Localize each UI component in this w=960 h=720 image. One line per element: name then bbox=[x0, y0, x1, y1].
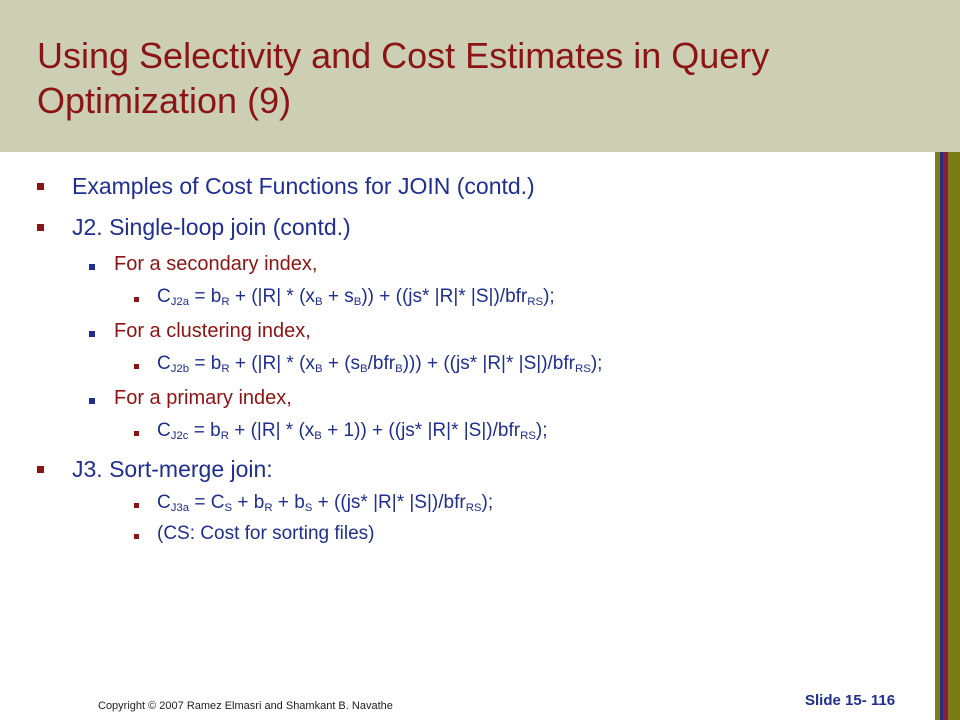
formula-text: ))) + ((js* |R|* |S|)/bfr bbox=[402, 353, 575, 374]
formula-text: ); bbox=[535, 420, 548, 441]
formula-text: = b bbox=[188, 420, 221, 441]
formula-subscript: RS bbox=[527, 295, 544, 308]
formula-text: + b bbox=[232, 492, 265, 513]
formula-cj2c: CJ2c = bR + (|R| * (xB + 1)) + ((js* |R|… bbox=[157, 420, 548, 442]
bullet-j3: J3. Sort-merge join: bbox=[72, 456, 273, 482]
formula-text: + (|R| * (x bbox=[228, 420, 315, 441]
side-stripe-olive-2 bbox=[948, 152, 960, 720]
formula-subscript: R bbox=[221, 362, 230, 375]
formula-subscript: S bbox=[224, 501, 233, 514]
formula-text: = C bbox=[189, 492, 225, 513]
formula-text: /bfr bbox=[367, 353, 396, 374]
formula-subscript: B bbox=[395, 362, 403, 375]
bullet-marker bbox=[134, 503, 139, 508]
formula-subscript: S bbox=[304, 501, 313, 514]
formula-text: + ((js* |R|* |S|)/bfr bbox=[312, 492, 466, 513]
formula-subscript: J2b bbox=[170, 362, 190, 375]
formula-subscript: B bbox=[314, 295, 323, 308]
formula-subscript: RS bbox=[520, 429, 536, 442]
formula-subscript: R bbox=[221, 295, 230, 308]
bullet-marker bbox=[37, 466, 44, 473]
bullet-marker bbox=[134, 534, 139, 539]
formula-text: C bbox=[157, 420, 171, 441]
formula-text: + (|R| * (x bbox=[229, 286, 315, 307]
bullet-secondary-index: For a secondary index, bbox=[114, 253, 318, 275]
title-banner: Using Selectivity and Cost Estimates in … bbox=[0, 0, 960, 152]
formula-subscript: R bbox=[220, 429, 229, 442]
formula-subscript: B bbox=[360, 362, 368, 375]
slide-title: Using Selectivity and Cost Estimates in … bbox=[37, 35, 770, 121]
formula-subscript: J2c bbox=[170, 429, 189, 442]
formula-cj3a: CJ3a = CS + bR + bS + ((js* |R|* |S|)/bf… bbox=[157, 492, 493, 514]
formula-text: = b bbox=[189, 353, 222, 374]
bullet-marker bbox=[134, 297, 139, 302]
bullet-marker bbox=[89, 398, 95, 404]
side-stripe-maroon bbox=[943, 152, 948, 720]
formula-text: ); bbox=[543, 286, 555, 307]
formula-text: C bbox=[157, 492, 171, 513]
formula-text: + 1)) + ((js* |R|* |S|)/bfr bbox=[321, 420, 521, 441]
formula-text: + (s bbox=[322, 353, 361, 374]
formula-text: C bbox=[157, 286, 171, 307]
bullet-marker bbox=[134, 431, 139, 436]
formula-text: = b bbox=[189, 286, 222, 307]
formula-subscript: J3a bbox=[170, 501, 190, 514]
side-stripe-olive-1 bbox=[935, 152, 940, 720]
formula-text: C bbox=[157, 353, 171, 374]
formula-text: + (|R| * (x bbox=[229, 353, 315, 374]
formula-text: + b bbox=[272, 492, 305, 513]
formula-subscript: B bbox=[353, 295, 362, 308]
bullet-examples: Examples of Cost Functions for JOIN (con… bbox=[72, 173, 535, 199]
formula-subscript: J2a bbox=[170, 295, 190, 308]
formula-subscript: R bbox=[264, 501, 273, 514]
formula-cj2b: CJ2b = bR + (|R| * (xB + (sB/bfrB))) + (… bbox=[157, 353, 602, 375]
bullet-marker bbox=[134, 364, 139, 369]
formula-text: ); bbox=[481, 492, 494, 513]
formula-subscript: B bbox=[314, 362, 323, 375]
formula-subscript: RS bbox=[574, 362, 591, 375]
copyright-footer: Copyright © 2007 Ramez Elmasri and Shamk… bbox=[98, 700, 393, 712]
formula-text: + s bbox=[322, 286, 354, 307]
side-stripe-navy bbox=[940, 152, 943, 720]
formula-cj2a: CJ2a = bR + (|R| * (xB + sB)) + ((js* |R… bbox=[157, 286, 555, 308]
bullet-marker bbox=[89, 264, 95, 270]
bullet-marker bbox=[37, 224, 44, 231]
formula-text: ); bbox=[590, 353, 603, 374]
bullet-marker bbox=[89, 331, 95, 337]
bullet-sorting-cost-note: (CS: Cost for sorting files) bbox=[157, 523, 375, 544]
bullet-primary-index: For a primary index, bbox=[114, 387, 292, 409]
bullet-j2: J2. Single-loop join (contd.) bbox=[72, 214, 351, 240]
formula-text: )) + ((js* |R|* |S|)/bfr bbox=[361, 286, 528, 307]
slide-number: Slide 15- 116 bbox=[805, 692, 896, 709]
formula-subscript: B bbox=[314, 429, 322, 442]
formula-subscript: RS bbox=[465, 501, 482, 514]
bullet-clustering-index: For a clustering index, bbox=[114, 320, 311, 342]
bullet-marker bbox=[37, 183, 44, 190]
